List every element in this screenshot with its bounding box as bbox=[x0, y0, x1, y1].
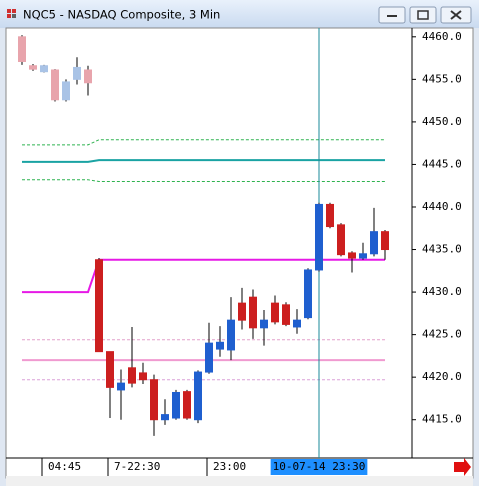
crosshair-label: 10-07-14 23:30 bbox=[273, 460, 366, 473]
candle-body bbox=[73, 66, 81, 80]
candle-body bbox=[282, 304, 290, 325]
level-line bbox=[22, 179, 385, 182]
window-title: NQC5 - NASDAQ Composite, 3 Min bbox=[23, 8, 220, 22]
x-tick-label: 7-22:30 bbox=[114, 460, 160, 473]
candle-body bbox=[293, 319, 301, 328]
candle-body bbox=[117, 382, 125, 391]
candle-body bbox=[128, 367, 136, 384]
y-tick-label: 4420.0 bbox=[422, 370, 462, 383]
candle-body bbox=[84, 69, 92, 84]
scroll-arrow[interactable] bbox=[454, 458, 471, 476]
candle-body bbox=[315, 203, 323, 271]
candle-body bbox=[150, 379, 158, 421]
candle-body bbox=[381, 231, 389, 251]
candle-body bbox=[326, 203, 334, 228]
candle-body bbox=[205, 342, 213, 373]
status-strip bbox=[6, 476, 473, 486]
candle-body bbox=[139, 372, 147, 381]
crosshair-label-bg bbox=[270, 459, 368, 475]
candle-body bbox=[95, 259, 103, 353]
y-tick-label: 4460.0 bbox=[422, 30, 462, 43]
level-line bbox=[22, 139, 385, 146]
level-line bbox=[22, 159, 385, 163]
candle-body bbox=[172, 391, 180, 419]
candle-body bbox=[260, 319, 268, 329]
y-tick-label: 4440.0 bbox=[422, 200, 462, 213]
candle-body bbox=[271, 302, 279, 323]
minimize-button[interactable] bbox=[378, 6, 406, 24]
candle-body bbox=[304, 269, 312, 319]
candle-body bbox=[51, 69, 59, 101]
candle-body bbox=[337, 224, 345, 256]
y-tick-label: 4430.0 bbox=[422, 285, 462, 298]
candle-body bbox=[249, 296, 257, 329]
candle-body bbox=[18, 36, 26, 62]
level-line bbox=[22, 258, 385, 294]
y-tick-label: 4415.0 bbox=[422, 413, 462, 426]
x-tick-label: 04:45 bbox=[48, 460, 81, 473]
y-tick-label: 4425.0 bbox=[422, 328, 462, 341]
candle-body bbox=[161, 414, 169, 421]
close-button[interactable] bbox=[440, 6, 472, 24]
candle-body bbox=[359, 253, 367, 259]
y-tick-label: 4455.0 bbox=[422, 72, 462, 85]
candle-body bbox=[183, 391, 191, 419]
app-icon bbox=[7, 9, 16, 18]
candle-body bbox=[106, 351, 114, 388]
candle-body bbox=[348, 252, 356, 259]
candle-body bbox=[216, 341, 224, 350]
candle-body bbox=[194, 371, 202, 421]
candle-body bbox=[227, 319, 235, 351]
x-tick-label: 23:00 bbox=[213, 460, 246, 473]
chart-panel bbox=[5, 27, 474, 479]
y-tick-label: 4450.0 bbox=[422, 115, 462, 128]
y-tick-label: 4435.0 bbox=[422, 243, 462, 256]
candle-body bbox=[238, 302, 246, 321]
maximize-button[interactable] bbox=[409, 6, 437, 24]
candle-body bbox=[29, 65, 37, 70]
candle-body bbox=[62, 81, 70, 101]
candle-body bbox=[40, 65, 48, 73]
candle-body bbox=[370, 231, 378, 255]
y-tick-label: 4445.0 bbox=[422, 157, 462, 170]
